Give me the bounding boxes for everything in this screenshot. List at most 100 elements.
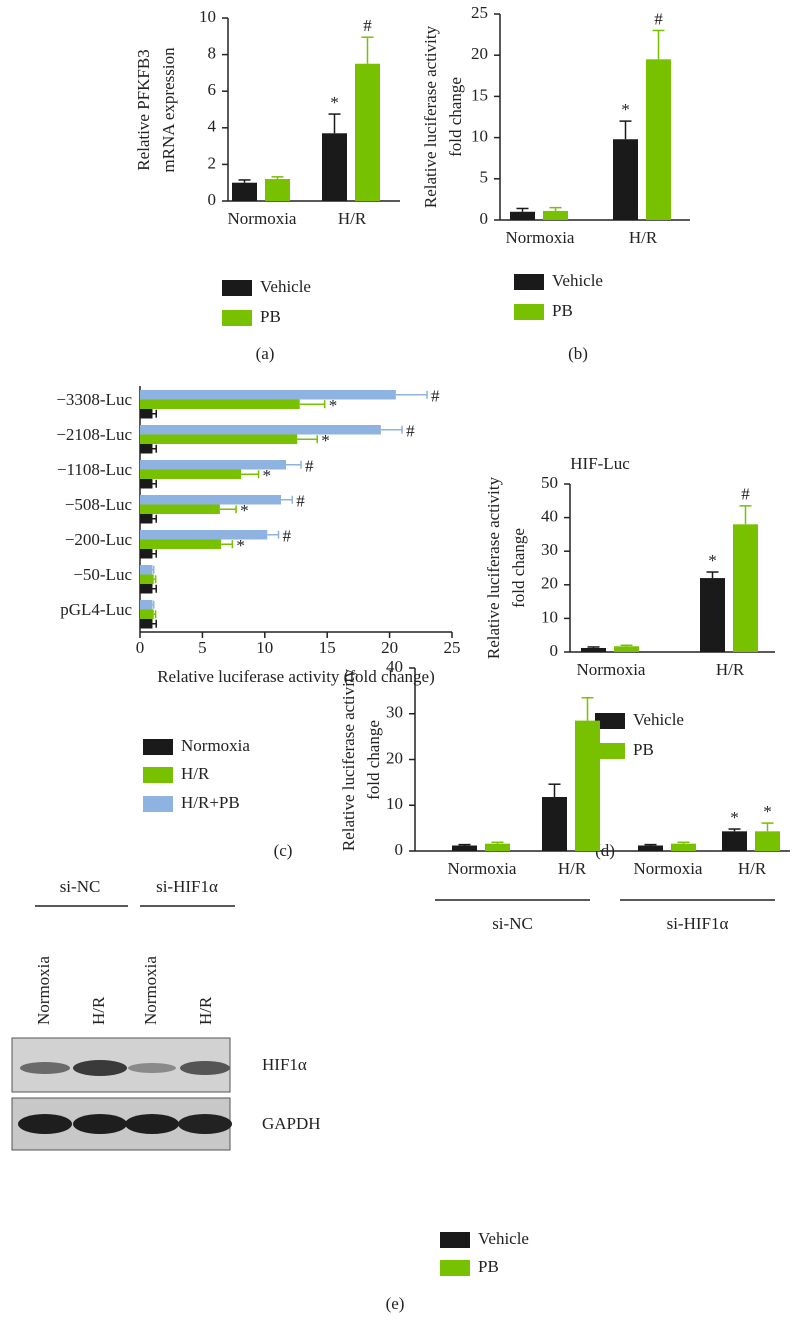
bar bbox=[140, 444, 153, 454]
y-tick-label: 15 bbox=[471, 85, 488, 104]
significance: * bbox=[240, 501, 249, 520]
y-tick-label: 20 bbox=[541, 574, 558, 593]
significance: # bbox=[406, 422, 415, 441]
bar bbox=[140, 600, 153, 610]
y-axis-label: fold change bbox=[446, 77, 465, 157]
legend-swatch bbox=[514, 274, 544, 290]
panel-label: (e) bbox=[386, 1294, 405, 1313]
y-axis-label: fold change bbox=[364, 720, 383, 800]
y-tick-label: pGL4-Luc bbox=[60, 600, 132, 619]
band bbox=[18, 1114, 72, 1134]
significance: # bbox=[296, 492, 305, 511]
y-tick-label: −2108-Luc bbox=[56, 425, 132, 444]
y-tick-label: 2 bbox=[208, 153, 217, 172]
x-tick-label: H/R bbox=[716, 660, 745, 679]
bar bbox=[671, 843, 696, 851]
bar bbox=[733, 524, 758, 652]
y-tick-label: 0 bbox=[480, 209, 489, 228]
lane-label: H/R bbox=[89, 996, 108, 1025]
bar bbox=[575, 720, 600, 851]
y-tick-label: 20 bbox=[386, 748, 403, 767]
y-tick-label: 40 bbox=[386, 657, 403, 676]
legend-label: PB bbox=[633, 740, 654, 759]
y-tick-label: 4 bbox=[208, 117, 217, 136]
x-tick-label: 0 bbox=[136, 638, 145, 657]
bar bbox=[700, 578, 725, 652]
bar bbox=[140, 495, 282, 505]
y-tick-label: 20 bbox=[471, 44, 488, 63]
bar bbox=[485, 843, 510, 851]
band bbox=[73, 1060, 127, 1076]
legend-label: Vehicle bbox=[478, 1229, 529, 1248]
y-axis-label: fold change bbox=[509, 528, 528, 608]
lane-label: H/R bbox=[196, 996, 215, 1025]
panel-label: (a) bbox=[256, 344, 275, 363]
bar bbox=[140, 469, 242, 479]
band bbox=[20, 1062, 70, 1074]
bar bbox=[452, 845, 477, 851]
significance: * bbox=[321, 431, 330, 450]
y-tick-label: 30 bbox=[386, 703, 403, 722]
x-tick-label: H/R bbox=[629, 228, 658, 247]
bar bbox=[510, 211, 535, 220]
band bbox=[125, 1114, 179, 1134]
y-tick-label: 10 bbox=[471, 127, 488, 146]
significance: # bbox=[741, 485, 750, 504]
y-tick-label: 10 bbox=[541, 607, 558, 626]
blot: si-NC si-HIF1α Normoxia H/R Normoxia H/R… bbox=[11, 877, 321, 1151]
bar bbox=[140, 390, 396, 400]
y-tick-label: 50 bbox=[541, 473, 558, 492]
y-tick-label: 40 bbox=[541, 507, 558, 526]
lane-label: Normoxia bbox=[34, 956, 53, 1025]
y-tick-label: −508-Luc bbox=[65, 495, 133, 514]
x-tick-label: Normoxia bbox=[577, 660, 646, 679]
legend-swatch bbox=[514, 304, 544, 320]
legend-label: H/R bbox=[181, 764, 210, 783]
bar bbox=[140, 479, 153, 489]
y-axis-label: Relative luciferase activity bbox=[484, 476, 503, 659]
significance: # bbox=[283, 527, 292, 546]
significance: * bbox=[263, 466, 272, 485]
legend-swatch bbox=[143, 796, 173, 812]
legend-swatch bbox=[440, 1232, 470, 1248]
y-tick-label: −200-Luc bbox=[65, 530, 133, 549]
lane-label: Normoxia bbox=[141, 956, 160, 1025]
significance: * bbox=[330, 93, 339, 112]
y-tick-label: 30 bbox=[541, 540, 558, 559]
legend-swatch bbox=[595, 713, 625, 729]
y-tick-label: −3308-Luc bbox=[56, 390, 132, 409]
bar bbox=[140, 409, 153, 419]
y-axis-label: Relative luciferase activity bbox=[421, 25, 440, 208]
bar bbox=[638, 845, 663, 851]
x-tick-label: Normoxia bbox=[506, 228, 575, 247]
y-axis-label: Relative PFKFB3 bbox=[134, 49, 153, 170]
bar bbox=[232, 182, 257, 201]
x-tick-label: H/R bbox=[338, 209, 367, 228]
legend-swatch bbox=[143, 767, 173, 783]
bar bbox=[755, 831, 780, 851]
bar bbox=[265, 179, 290, 201]
bar bbox=[140, 565, 153, 575]
x-tick-label: Normoxia bbox=[634, 859, 703, 878]
blot-group: si-HIF1α bbox=[156, 877, 218, 896]
legend-label: H/R+PB bbox=[181, 793, 240, 812]
bar bbox=[140, 549, 153, 559]
y-tick-label: 10 bbox=[386, 794, 403, 813]
x-tick-label: 5 bbox=[198, 638, 207, 657]
bar bbox=[140, 460, 287, 470]
y-tick-label: 6 bbox=[208, 80, 217, 99]
band bbox=[128, 1063, 176, 1073]
x-tick-label: H/R bbox=[738, 859, 767, 878]
y-tick-label: −50-Luc bbox=[73, 565, 132, 584]
y-axis-label: mRNA expression bbox=[159, 47, 178, 173]
group-label: si-NC bbox=[492, 914, 533, 933]
bar bbox=[140, 425, 381, 435]
legend-label: Vehicle bbox=[552, 271, 603, 290]
bar bbox=[140, 574, 154, 584]
y-tick-label: 10 bbox=[199, 7, 216, 26]
legend-label: Normoxia bbox=[181, 736, 250, 755]
legend-swatch bbox=[222, 310, 252, 326]
bar bbox=[355, 63, 380, 201]
bar bbox=[722, 831, 747, 851]
